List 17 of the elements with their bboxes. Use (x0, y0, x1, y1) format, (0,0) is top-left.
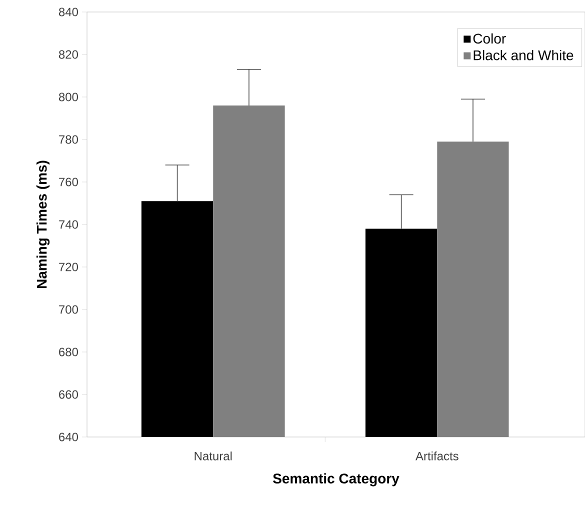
y-tick-label: 840 (58, 8, 78, 16)
x-axis-title: Semantic Category (273, 473, 400, 486)
y-tick-label: 740 (59, 220, 78, 229)
y-tick-label: 720 (59, 262, 78, 272)
y-tick-label: 700 (59, 305, 78, 314)
y-tick-label: 680 (59, 348, 78, 356)
legend-label: Black and White (474, 50, 574, 60)
y-tick-label: 640 (59, 432, 78, 442)
y-tick-label: 780 (59, 135, 78, 144)
x-tick-label: Natural (194, 452, 232, 460)
x-tick-label: Artifacts (415, 452, 458, 460)
y-axis-title: Naming Times (ms) (36, 160, 50, 288)
y-tick-label: 660 (59, 390, 78, 399)
y-tick-label: 820 (58, 50, 78, 59)
y-tick-label: 760 (59, 178, 78, 186)
legend-label: Color (473, 33, 506, 44)
y-tick-label: 800 (58, 92, 78, 102)
